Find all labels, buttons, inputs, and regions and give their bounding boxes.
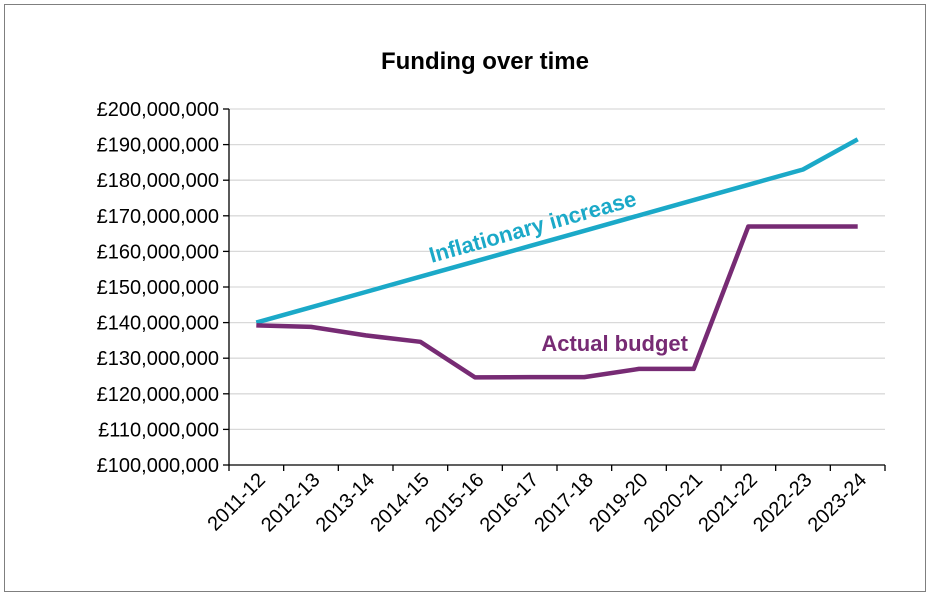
series-lines (255, 137, 859, 380)
x-axis-tick-labels: 2011-122012-132013-142014-152015-162016-… (203, 469, 871, 536)
x-tick-label: 2013-14 (312, 469, 379, 536)
x-tick-label: 2017-18 (530, 469, 597, 536)
y-tick-label: £200,000,000 (97, 99, 219, 121)
series-label-actual-budget: Actual budget (541, 331, 688, 356)
axes (228, 109, 886, 471)
y-tick-label: £140,000,000 (97, 313, 219, 335)
x-tick-label: 2023-24 (804, 469, 871, 536)
y-tick-label: £110,000,000 (98, 419, 219, 441)
y-tick-label: £180,000,000 (97, 170, 219, 192)
y-tick-label: £150,000,000 (97, 277, 219, 299)
y-tick-label: £100,000,000 (97, 455, 219, 477)
x-tick-label: 2014-15 (366, 469, 433, 536)
y-tick-label: £170,000,000 (97, 206, 219, 228)
y-tick-label: £190,000,000 (97, 135, 219, 157)
x-tick-label: 2011-12 (203, 469, 269, 535)
x-tick-label: 2021-22 (694, 469, 761, 536)
x-tick-label: 2012-13 (257, 469, 324, 536)
y-tick-label: £120,000,000 (97, 384, 219, 406)
gridlines (223, 108, 885, 466)
y-tick-label: £160,000,000 (97, 241, 219, 263)
x-tick-label: 2019-20 (585, 469, 652, 536)
x-tick-label: 2020-21 (640, 469, 707, 536)
line-chart: Funding over time £100,000,000 £110,000,0… (97, 48, 886, 536)
y-axis-tick-labels: £100,000,000 £110,000,000 £120,000,000 £130… (97, 99, 219, 477)
series-line-actual-budget (256, 224, 858, 380)
chart-frame: Funding over time £100,000,000 £110,000,0… (4, 4, 926, 592)
series-line-inflationary-increase (255, 137, 859, 325)
x-tick-label: 2022-23 (749, 469, 816, 536)
x-tick-label: 2015-16 (421, 469, 488, 536)
series-label-inflationary-increase: Inflationary increase (426, 186, 639, 268)
x-tick-label: 2016-17 (476, 469, 543, 536)
chart-title: Funding over time (381, 48, 589, 75)
y-tick-label: £130,000,000 (97, 348, 219, 370)
